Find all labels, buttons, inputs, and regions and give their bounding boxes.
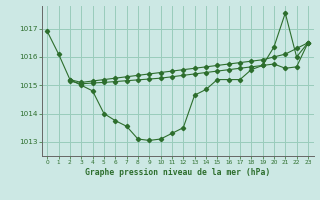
X-axis label: Graphe pression niveau de la mer (hPa): Graphe pression niveau de la mer (hPa)	[85, 168, 270, 177]
